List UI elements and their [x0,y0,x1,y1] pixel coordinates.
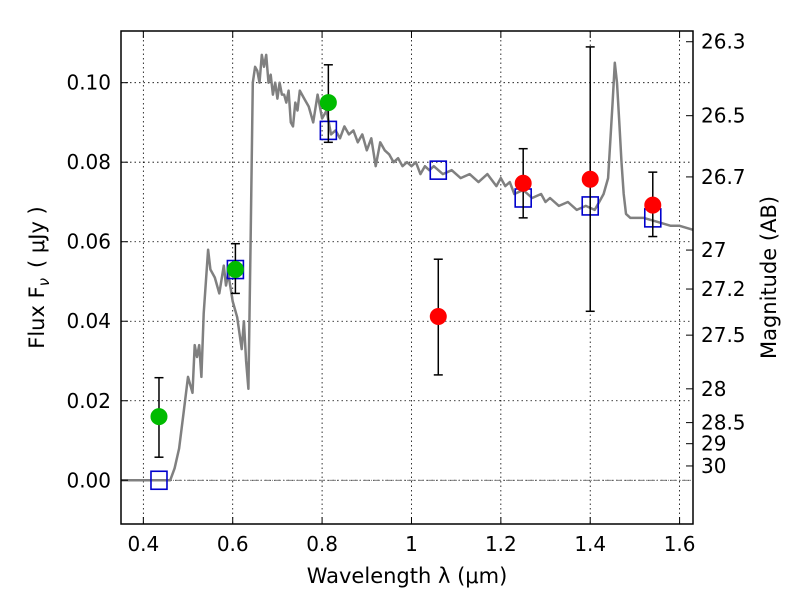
y-tick-label: 0.04 [66,309,111,333]
y-axis-label-main: Flux F [25,286,49,348]
y-axis-label-unit: ( μJy ) [25,206,49,268]
x-tick-label: 0.8 [306,532,338,556]
y-tick-label: 0.08 [66,150,111,174]
x-tick-label: 1 [405,532,418,556]
x-axis-label: Wavelength λ (μm) [307,564,508,588]
observed-point [644,196,662,214]
plot-frame [120,30,694,525]
y2-tick-label: 27.2 [701,277,746,301]
y2-tick-label: 29 [701,432,726,456]
y-tick-label: 0.10 [66,71,111,95]
grid [121,31,693,524]
x-tick-label: 1.6 [664,532,696,556]
y-tick-label: 0.06 [66,230,111,254]
y2-tick-label: 26.7 [701,165,746,189]
y2-tick-label: 26.3 [701,30,746,54]
observed-point [514,174,532,192]
y-tick-label: 0.02 [66,389,111,413]
x-tick-label: 0.6 [217,532,249,556]
y2-axis-label: Magnitude (AB) [757,196,781,359]
y2-tick-label: 27 [701,238,726,262]
axis-ticks: 0.4 0.6 0.8 1 1.2 1.4 1.6 0.00 0.02 0.04 0.06 0.08 0… [66,30,745,556]
x-tick-label: 1.2 [485,532,517,556]
observed-point [429,307,447,325]
model-spectrum-line [121,53,694,482]
y2-tick-label: 28.5 [701,411,746,435]
x-tick-label: 0.4 [127,532,159,556]
y2-tick-label: 28 [701,377,726,401]
y-axis-label-sub: ν [35,278,53,286]
y-axis-label: Flux Fν ( μJy ) [25,206,53,349]
y2-tick-label: 26.5 [701,104,746,128]
y2-tick-label: 30 [701,454,726,478]
y2-tick-label: 27.5 [701,323,746,347]
plot-content [121,46,694,491]
model-photometry-square [150,470,168,491]
y-tick-label: 0.00 [66,468,111,492]
observed-point [581,170,599,188]
observed-point [226,261,244,279]
observed-point [150,408,168,426]
x-tick-label: 1.4 [574,532,606,556]
model-photometry-square [429,160,448,180]
observed-point [319,94,337,112]
